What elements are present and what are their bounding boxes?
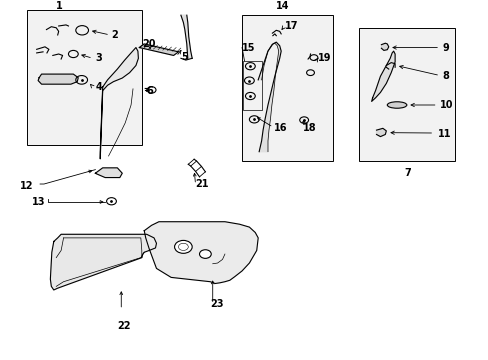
Text: 11: 11: [437, 129, 450, 139]
Circle shape: [199, 250, 211, 258]
Text: 17: 17: [284, 21, 298, 31]
Polygon shape: [95, 168, 122, 177]
Text: 20: 20: [142, 39, 155, 49]
Text: 7: 7: [404, 168, 410, 178]
Text: 22: 22: [117, 321, 131, 331]
Text: 6: 6: [146, 86, 153, 96]
Text: 14: 14: [276, 1, 289, 11]
Text: 2: 2: [111, 30, 118, 40]
Bar: [27, 10, 142, 144]
Polygon shape: [376, 129, 386, 136]
Bar: [242, 15, 332, 161]
Polygon shape: [50, 234, 156, 290]
Text: 3: 3: [95, 53, 102, 63]
Polygon shape: [139, 44, 178, 55]
Text: 19: 19: [317, 53, 331, 63]
Text: 21: 21: [195, 179, 209, 189]
Polygon shape: [144, 222, 258, 283]
Text: 18: 18: [303, 123, 316, 133]
Text: 10: 10: [439, 100, 453, 110]
Ellipse shape: [386, 102, 406, 108]
Text: 5: 5: [181, 51, 187, 62]
Polygon shape: [181, 15, 192, 58]
Text: 12: 12: [20, 181, 33, 191]
Text: 16: 16: [273, 123, 287, 133]
Polygon shape: [38, 74, 78, 84]
Text: 4: 4: [95, 82, 102, 92]
Text: 15: 15: [242, 42, 255, 53]
Text: 9: 9: [442, 42, 448, 53]
Polygon shape: [371, 51, 394, 102]
Circle shape: [174, 240, 192, 253]
Bar: [243, 61, 261, 111]
Polygon shape: [100, 48, 138, 159]
Text: 23: 23: [210, 299, 224, 309]
Text: 13: 13: [32, 197, 45, 207]
Text: 8: 8: [442, 71, 448, 81]
Polygon shape: [258, 42, 281, 152]
Text: 1: 1: [56, 1, 63, 11]
Bar: [359, 28, 454, 161]
Polygon shape: [381, 43, 388, 50]
